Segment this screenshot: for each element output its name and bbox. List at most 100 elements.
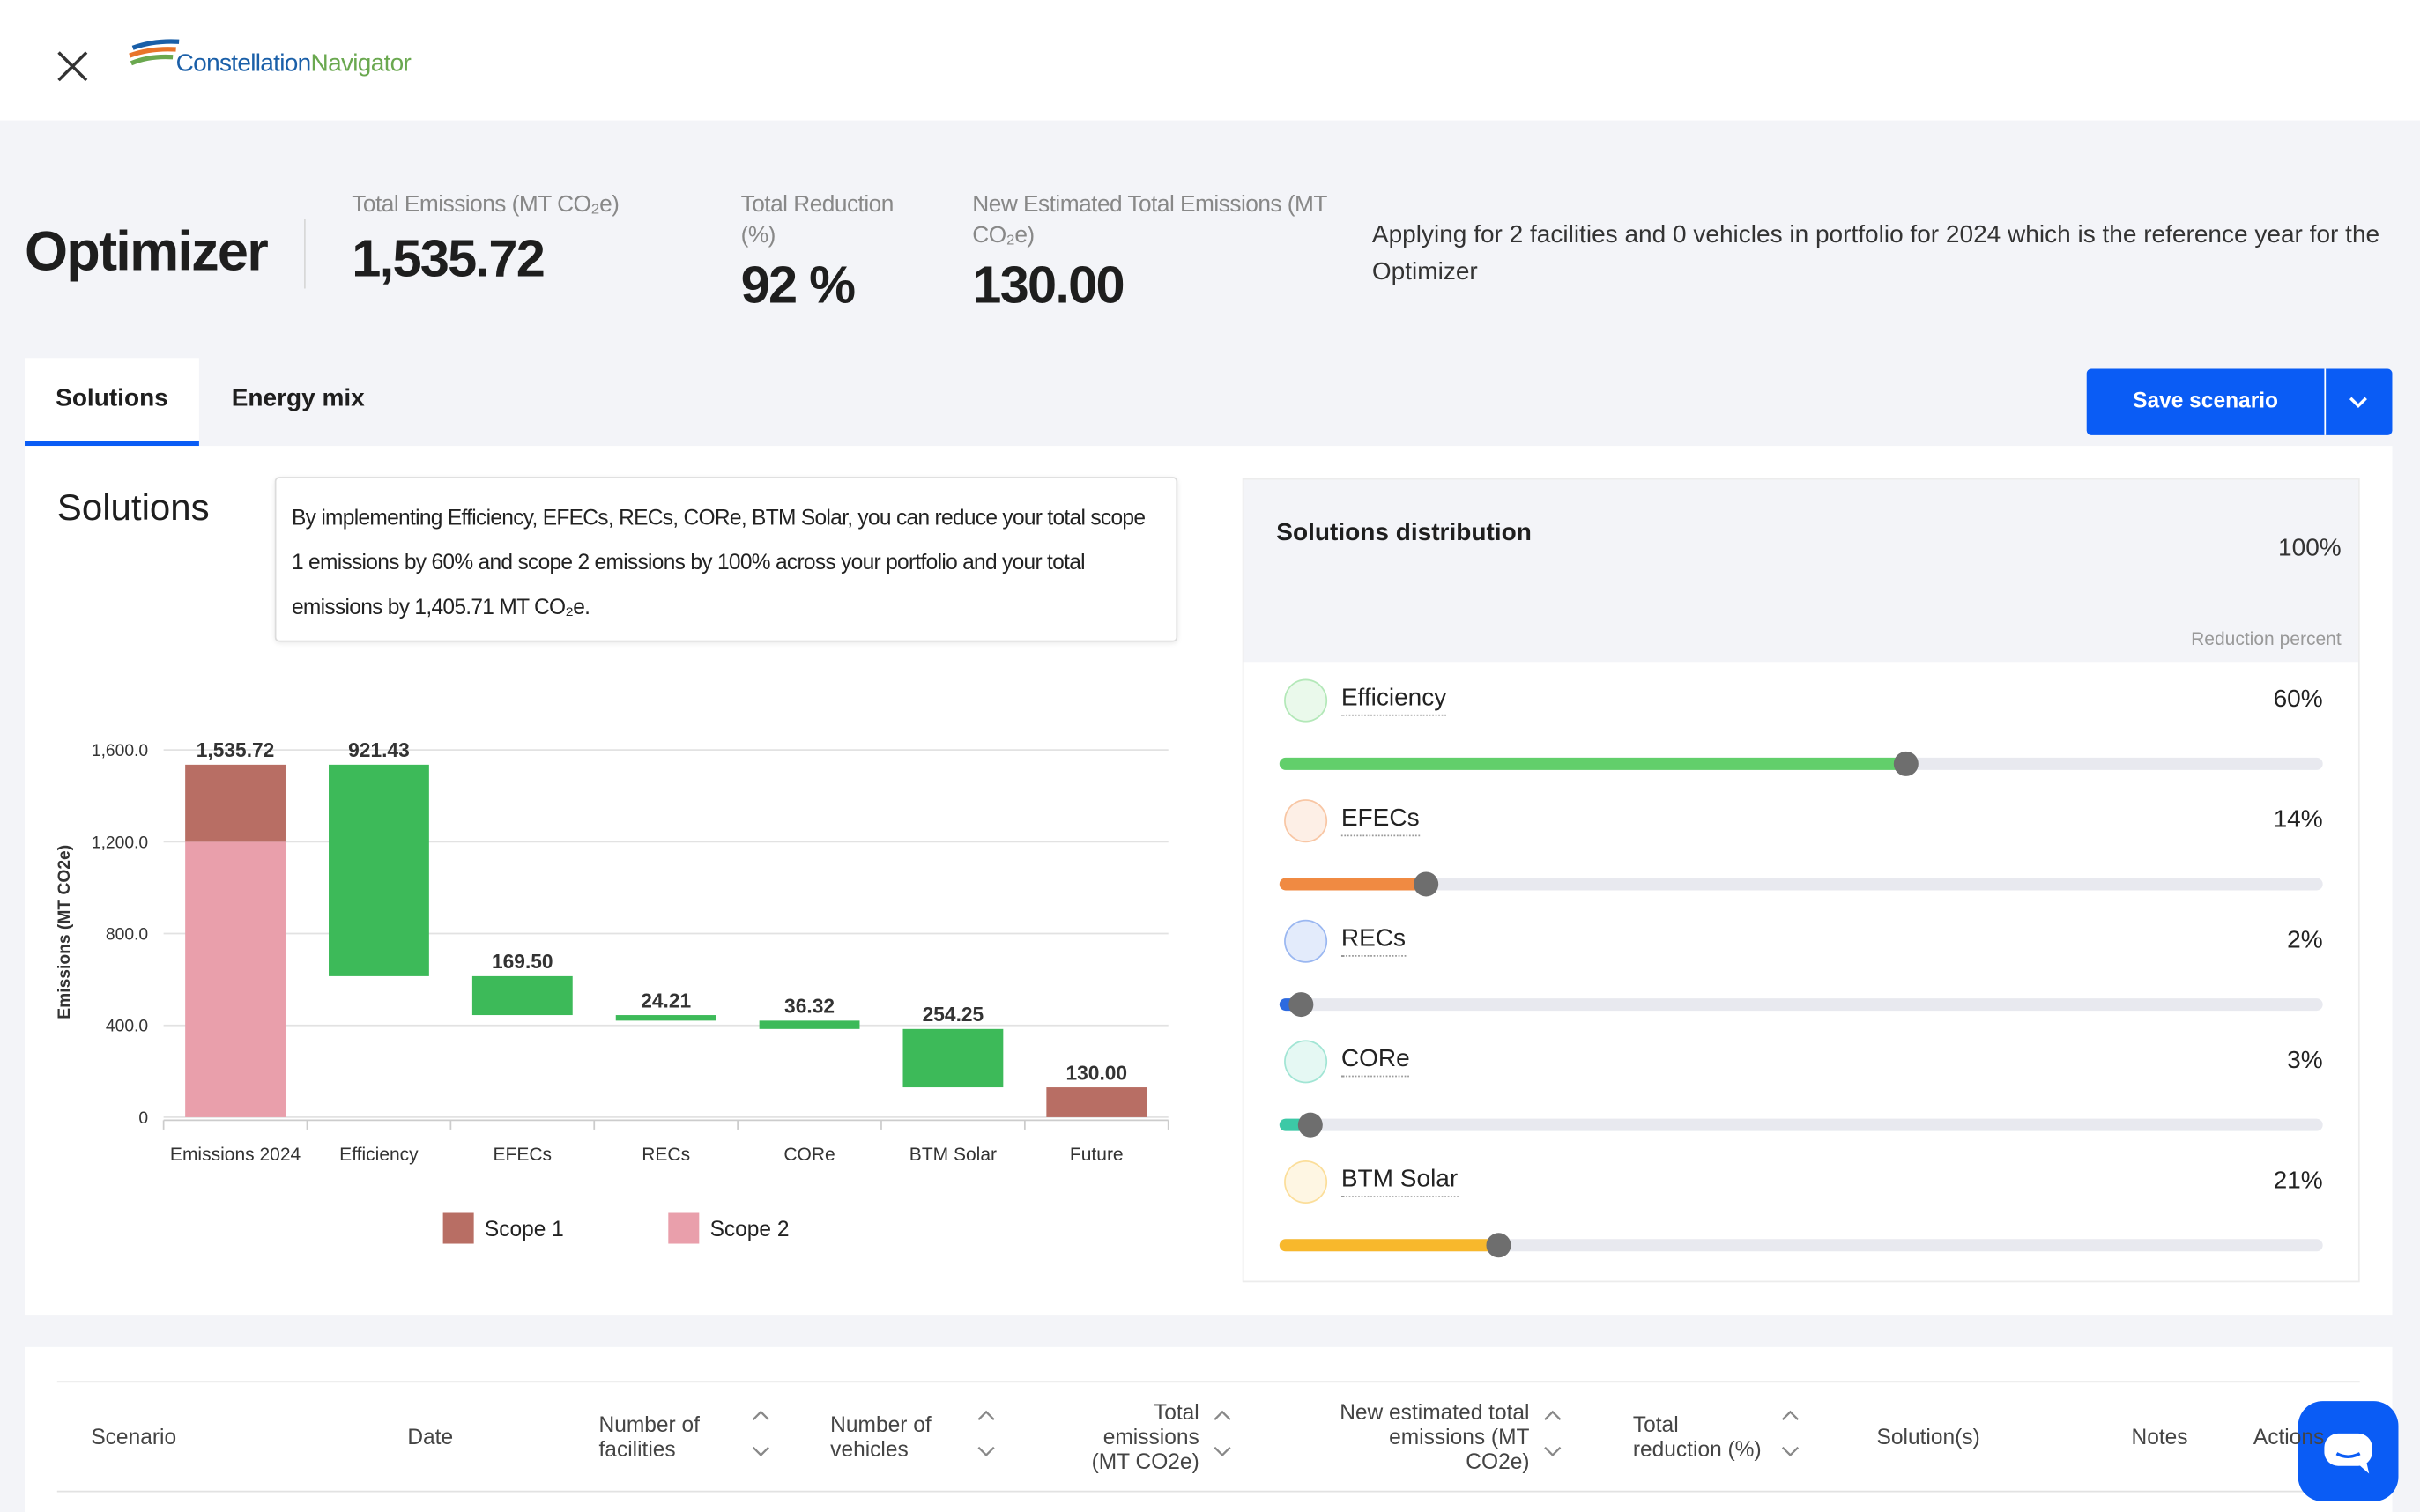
legend-swatch [668,1212,700,1244]
solution-icon [1284,1160,1328,1204]
solution-name: Efficiency [1340,684,1447,716]
slider-knob[interactable] [1298,1112,1324,1138]
data-label: 254.25 [923,1003,984,1026]
y-axis-title: Emissions (MT CO2e) [56,845,74,1019]
y-tick-label: 1,200.0 [92,834,148,852]
slider-track [1279,1118,2323,1131]
x-tick-label: EFECs [494,1145,553,1165]
x-tick-label: Efficiency [339,1145,419,1165]
column-header: Notes [2131,1423,2188,1449]
distribution-total: 100% [2278,535,2342,562]
metric-label: Total Emissions (MT CO₂e) [352,191,620,218]
legend-swatch [442,1212,474,1244]
waterfall-chart: 0 400.0 800.0 1,200.0 1,600.0 Emissions (MT C… [56,738,1169,1244]
brand-second: Navigator [310,50,412,78]
bar [1046,1087,1147,1117]
column-header: Number of vehicles [830,1411,932,1461]
sort-arrows[interactable] [976,1409,998,1462]
x-tick-label: Emissions 2024 [170,1145,301,1165]
metric-label: Total Reduction (%) [740,191,895,248]
distribution-title: Solutions distribution [1276,520,1532,546]
save-button[interactable] [2086,368,2393,435]
description: By implementing Efficiency, EFECs, RECs,… [274,477,1178,642]
solution-name: RECs [1340,924,1407,957]
slider-knob[interactable] [1288,992,1313,1018]
x-tick-label: Future [1070,1145,1124,1165]
sort-arrows[interactable] [750,1409,772,1462]
slider-knob[interactable] [1486,1233,1511,1258]
solution-name: CORe [1340,1045,1410,1078]
distribution-panel: Solutions distribution 100% Reduction pe… [1242,478,2360,1283]
bar [471,975,573,1016]
portfolio-note: Applying for 2 facilities and 0 vehicles… [1371,222,2380,285]
solution-value: 3% [2287,1048,2323,1074]
close-button[interactable] [54,48,91,85]
solution-icon [1284,1040,1328,1084]
column-header: Date [407,1423,454,1449]
column-header: Number of facilities [598,1411,700,1461]
slider-knob[interactable] [1893,751,1919,776]
tab-label[interactable]: Solutions [56,385,168,412]
brand-first: Constellation [175,50,312,78]
solution-icon [1284,919,1328,963]
column-header: Actions [2253,1423,2325,1449]
button-divider [2324,368,2327,435]
save-button-label[interactable]: Save scenario [2133,387,2279,412]
column-header: New estimated total emissions (MT CO2e) [1340,1398,1530,1473]
top-bar [0,0,2420,121]
legend-label: Scope 1 [485,1218,564,1241]
scenario-table [25,1346,2393,1512]
tab-label[interactable]: Energy mix [231,385,365,412]
slider-track [1279,998,2323,1012]
metric-value: 92 % [740,256,856,315]
bar [759,1020,860,1029]
chat-icon[interactable] [2298,1401,2399,1501]
table-rule [56,1381,2360,1383]
bar [902,1028,1004,1088]
y-tick-label: 400.0 [106,1018,148,1036]
solution-value: 2% [2287,927,2323,954]
data-label: 36.32 [784,995,835,1018]
tab-active[interactable] [25,358,199,447]
divider [304,219,306,289]
slider-fill [1279,757,1906,770]
bar-segment [185,764,286,842]
solution-name: EFECs [1340,804,1420,837]
slider-fill [1279,878,1426,891]
column-header: Solution(s) [1876,1423,1980,1449]
section-title: Solutions [56,487,210,530]
bar-segment [185,841,286,1117]
column-header: Scenario [91,1423,177,1449]
data-label: 169.50 [492,950,553,973]
dropdown-arrow[interactable] [2346,392,2371,414]
legend-label: Scope 2 [710,1218,790,1241]
data-label: 130.00 [1065,1061,1127,1084]
solution-value: 14% [2273,806,2323,834]
page-title: Optimizer [25,219,269,283]
data-label: 921.43 [348,738,410,761]
slider-track [1279,878,2323,891]
logo-mark [129,39,180,66]
solution-icon [1284,678,1328,723]
solution-value: 21% [2273,1167,2323,1195]
column-label: Reduction percent [2191,627,2342,650]
table-rule [56,1490,2360,1493]
x-tick-label: RECs [642,1145,690,1165]
solution-icon [1284,799,1328,843]
sort-arrows[interactable] [1212,1409,1234,1462]
column-header: Total reduction (%) [1632,1411,1762,1461]
solution-value: 60% [2273,686,2323,714]
metric-value: 130.00 [972,256,1125,315]
data-label: 24.21 [641,989,691,1012]
column-header: Total emissions (MT CO2e) [1091,1398,1199,1473]
y-tick-label: 800.0 [106,926,148,945]
bar [615,1015,716,1021]
slider-knob[interactable] [1413,871,1438,897]
chat-button[interactable] [2298,1401,2399,1501]
slider-fill [1279,1239,1499,1252]
sort-arrows[interactable] [1779,1409,1801,1462]
sort-arrows[interactable] [1542,1409,1564,1462]
slider-track [1279,1239,2323,1252]
y-tick-label: 1,600.0 [92,742,148,760]
